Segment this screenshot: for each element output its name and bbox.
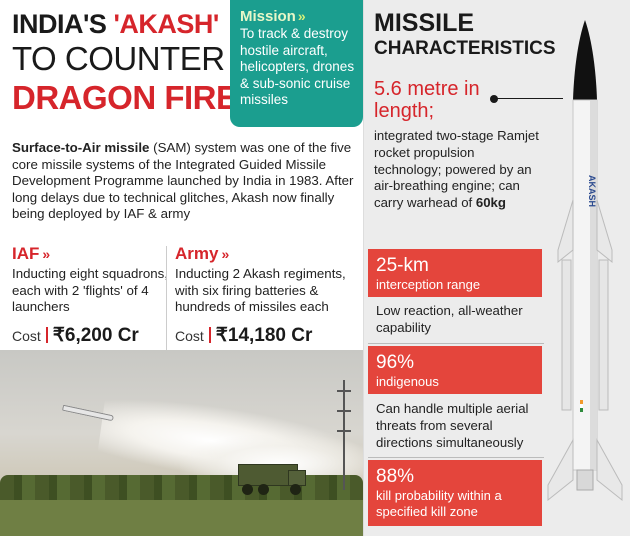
- army-block: Army» Inducting 2 Akash regiments, with …: [175, 244, 360, 347]
- column-divider: [166, 246, 167, 350]
- stat-big: 88%: [376, 466, 415, 487]
- truck-wheel: [242, 484, 253, 495]
- missile-icon: AKASH: [547, 20, 623, 502]
- pointer-line: [497, 98, 563, 99]
- headline-prefix: INDIA'S: [12, 9, 114, 39]
- pointer-dot: [490, 95, 498, 103]
- warhead-value: 60kg: [475, 195, 506, 211]
- army-cost: Cost ₹14,180 Cr: [175, 324, 360, 347]
- antenna-arm: [337, 410, 351, 412]
- cost-separator: [208, 326, 211, 343]
- separator: [368, 457, 544, 458]
- iaf-cost-label: Cost: [12, 327, 41, 344]
- missile-label: AKASH: [587, 175, 597, 207]
- army-text: Inducting 2 Akash regiments, with six fi…: [175, 266, 346, 314]
- army-title: Army»: [175, 244, 360, 264]
- length-value: 5.6 metre in length;: [374, 78, 480, 122]
- headline-line-3: DRAGON FIRE: [12, 79, 238, 116]
- stat-big: 96%: [376, 352, 415, 373]
- propulsion-text-body: integrated two-stage Ramjet rocket propu…: [374, 128, 539, 211]
- army-cost-label: Cost: [175, 327, 204, 344]
- mission-title-text: Mission: [240, 8, 296, 25]
- mission-title: Mission»: [240, 8, 355, 25]
- panel-divider: [363, 0, 364, 536]
- truck-wheel: [290, 484, 301, 495]
- stat-small: interception range: [376, 277, 481, 292]
- mission-text: To track & destroy hostile aircraft, hel…: [240, 26, 355, 107]
- cost-separator: [45, 326, 48, 343]
- headline-line-2: TO COUNTER: [12, 40, 225, 77]
- characteristics-title-line-1: MISSILE: [374, 9, 475, 37]
- separator: [368, 343, 544, 344]
- launch-photo: [0, 350, 363, 536]
- antenna-pole: [337, 380, 351, 490]
- left-panel: INDIA'S 'AKASH' TO COUNTER DRAGON FIRE M…: [0, 0, 363, 536]
- chevron-right-icon: »: [221, 246, 230, 262]
- intro-rest: (SAM) system was one of the five core mi…: [12, 140, 354, 222]
- tree-line: [0, 475, 363, 503]
- iaf-cost-value: ₹6,200 Cr: [52, 324, 139, 346]
- headline-line-1: INDIA'S 'AKASH': [12, 8, 224, 40]
- ground: [0, 500, 363, 536]
- akash-missile-illustration: AKASH: [540, 0, 630, 536]
- characteristics-title: MISSILE CHARACTERISTICS: [374, 10, 556, 61]
- characteristics-title-line-2: CHARACTERISTICS: [374, 38, 556, 59]
- iaf-text: Inducting eight squadrons, each with 2 '…: [12, 266, 168, 314]
- chevron-right-icon: »: [42, 246, 51, 262]
- stat-small: kill probability within a specified kill…: [376, 488, 502, 519]
- headline-akash: 'AKASH': [113, 9, 219, 39]
- intro-bold: Surface-to-Air missile: [12, 140, 150, 155]
- headline: INDIA'S 'AKASH' TO COUNTER DRAGON FIRE: [12, 8, 238, 118]
- stat-note-capability: Low reaction, all-weather capability: [376, 303, 523, 335]
- stat-box-range: 25-km interception range: [368, 249, 542, 297]
- stat-box-kill-probability: 88% kill probability within a specified …: [368, 460, 542, 526]
- army-title-text: Army: [175, 244, 219, 263]
- iaf-title-text: IAF: [12, 244, 40, 263]
- mission-box: Mission» To track & destroy hostile airc…: [230, 0, 363, 127]
- antenna-arm: [337, 390, 351, 392]
- intro-paragraph: Surface-to-Air missile (SAM) system was …: [12, 140, 357, 223]
- iaf-cost: Cost ₹6,200 Cr: [12, 324, 177, 347]
- propulsion-text: integrated two-stage Ramjet rocket propu…: [374, 128, 540, 212]
- antenna-arm: [337, 430, 351, 432]
- iaf-block: IAF» Inducting eight squadrons, each wit…: [12, 244, 177, 347]
- iaf-title: IAF»: [12, 244, 177, 264]
- army-cost-value: ₹14,180 Cr: [215, 324, 313, 346]
- stat-small: indigenous: [376, 374, 439, 389]
- launcher-truck: [238, 458, 308, 498]
- stat-box-indigenous: 96% indigenous: [368, 346, 542, 394]
- chevron-right-icon: »: [297, 8, 306, 24]
- truck-wheel: [258, 484, 269, 495]
- stat-big: 25-km: [376, 255, 429, 276]
- stat-note-threats: Can handle multiple aerial threats from …: [376, 401, 529, 450]
